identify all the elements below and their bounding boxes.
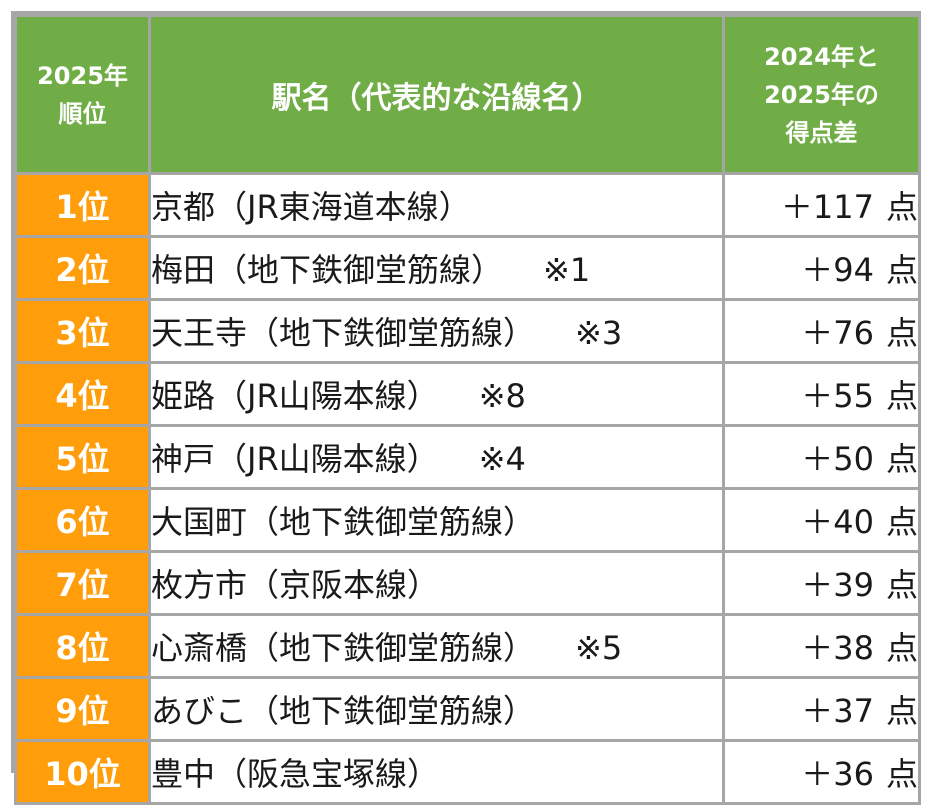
station-cell: 姫路（JR山陽本線） ※8 (148, 361, 725, 427)
score-diff-cell: ＋38 点 (722, 613, 921, 679)
score-diff-cell: ＋94 点 (722, 235, 921, 301)
rank-cell: 10位 (14, 739, 151, 805)
score-diff-cell: ＋37 点 (722, 676, 921, 742)
station-name: 天王寺（地下鉄御堂筋線） (151, 314, 536, 352)
score-unit: 点 (885, 503, 918, 541)
table-row: 5位 神戸（JR山陽本線） ※4 ＋50 点 (14, 424, 921, 490)
score-diff-value: ＋76 (801, 314, 874, 352)
header-row: 2025年 順位 駅名（代表的な沿線名） 2024年と 2025年の 得点差 (14, 14, 921, 175)
station-cell: あびこ（地下鉄御堂筋線） (148, 676, 725, 742)
table-row: 2位 梅田（地下鉄御堂筋線） ※1 ＋94 点 (14, 235, 921, 301)
footnote-mark: ※8 (478, 377, 526, 415)
score-diff-value: ＋55 (801, 377, 874, 415)
station-cell: 豊中（阪急宝塚線） (148, 739, 725, 805)
station-name: 姫路（JR山陽本線） (151, 377, 439, 415)
score-unit: 点 (885, 251, 918, 289)
rank-header-line1: 2025年 (37, 61, 128, 90)
diff-header-line2: 2025年の (764, 80, 879, 109)
rank-cell: 1位 (14, 172, 151, 238)
rank-cell: 3位 (14, 298, 151, 364)
score-diff-value: ＋36 (801, 755, 874, 793)
score-diff-value: ＋94 (801, 251, 874, 289)
station-name: 梅田（地下鉄御堂筋線） (151, 251, 504, 289)
score-unit: 点 (885, 755, 918, 793)
score-diff-cell: ＋50 点 (722, 424, 921, 490)
station-cell: 大国町（地下鉄御堂筋線） (148, 487, 725, 553)
footnote-mark: ※5 (575, 629, 623, 667)
diff-header-line3: 得点差 (785, 118, 858, 147)
score-unit: 点 (885, 440, 918, 478)
table-row: 9位 あびこ（地下鉄御堂筋線） ＋37 点 (14, 676, 921, 742)
score-unit: 点 (885, 314, 918, 352)
score-diff-cell: ＋40 点 (722, 487, 921, 553)
rank-header-line2: 順位 (58, 99, 107, 128)
station-cell: 神戸（JR山陽本線） ※4 (148, 424, 725, 490)
score-unit: 点 (885, 629, 918, 667)
footnote-mark: ※1 (543, 251, 591, 289)
station-cell: 心斎橋（地下鉄御堂筋線） ※5 (148, 613, 725, 679)
station-cell: 枚方市（京阪本線） (148, 550, 725, 616)
score-diff-value: ＋38 (801, 629, 874, 667)
score-unit: 点 (885, 377, 918, 415)
score-unit: 点 (885, 188, 918, 226)
station-header: 駅名（代表的な沿線名） (148, 14, 725, 175)
station-name: あびこ（地下鉄御堂筋線） (151, 692, 536, 730)
score-diff-value: ＋39 (801, 566, 874, 604)
rank-header: 2025年 順位 (14, 14, 151, 175)
table-row: 8位 心斎橋（地下鉄御堂筋線） ※5 ＋38 点 (14, 613, 921, 679)
rank-cell: 2位 (14, 235, 151, 301)
station-name: 豊中（阪急宝塚線） (151, 755, 440, 793)
station-name: 大国町（地下鉄御堂筋線） (151, 503, 536, 541)
rank-cell: 9位 (14, 676, 151, 742)
score-diff-value: ＋117 (780, 188, 874, 226)
station-cell: 天王寺（地下鉄御堂筋線） ※3 (148, 298, 725, 364)
footnote-mark: ※4 (478, 440, 526, 478)
station-name: 心斎橋（地下鉄御堂筋線） (151, 629, 536, 667)
score-diff-cell: ＋76 点 (722, 298, 921, 364)
ranking-table: 2025年 順位 駅名（代表的な沿線名） 2024年と 2025年の 得点差 1… (14, 14, 921, 805)
table-row: 4位 姫路（JR山陽本線） ※8 ＋55 点 (14, 361, 921, 427)
score-diff-value: ＋37 (801, 692, 874, 730)
score-diff-cell: ＋39 点 (722, 550, 921, 616)
rank-cell: 8位 (14, 613, 151, 679)
table-row: 10位 豊中（阪急宝塚線） ＋36 点 (14, 739, 921, 805)
station-name: 枚方市（京阪本線） (151, 566, 440, 604)
score-unit: 点 (885, 692, 918, 730)
table-row: 1位 京都（JR東海道本線） ＋117 点 (14, 172, 921, 238)
table-row: 3位 天王寺（地下鉄御堂筋線） ※3 ＋76 点 (14, 298, 921, 364)
station-cell: 梅田（地下鉄御堂筋線） ※1 (148, 235, 725, 301)
station-name: 神戸（JR山陽本線） (151, 440, 439, 478)
score-diff-cell: ＋117 点 (722, 172, 921, 238)
score-diff-cell: ＋55 点 (722, 361, 921, 427)
rank-cell: 4位 (14, 361, 151, 427)
footnote-mark: ※3 (575, 314, 623, 352)
score-diff-value: ＋40 (801, 503, 874, 541)
rank-cell: 5位 (14, 424, 151, 490)
table-row: 7位 枚方市（京阪本線） ＋39 点 (14, 550, 921, 616)
station-name: 京都（JR東海道本線） (151, 188, 471, 226)
score-diff-header: 2024年と 2025年の 得点差 (722, 14, 921, 175)
rank-cell: 6位 (14, 487, 151, 553)
score-diff-value: ＋50 (801, 440, 874, 478)
table-row: 6位 大国町（地下鉄御堂筋線） ＋40 点 (14, 487, 921, 553)
rank-cell: 7位 (14, 550, 151, 616)
score-diff-cell: ＋36 点 (722, 739, 921, 805)
station-cell: 京都（JR東海道本線） (148, 172, 725, 238)
diff-header-line1: 2024年と (764, 42, 879, 71)
score-unit: 点 (885, 566, 918, 604)
